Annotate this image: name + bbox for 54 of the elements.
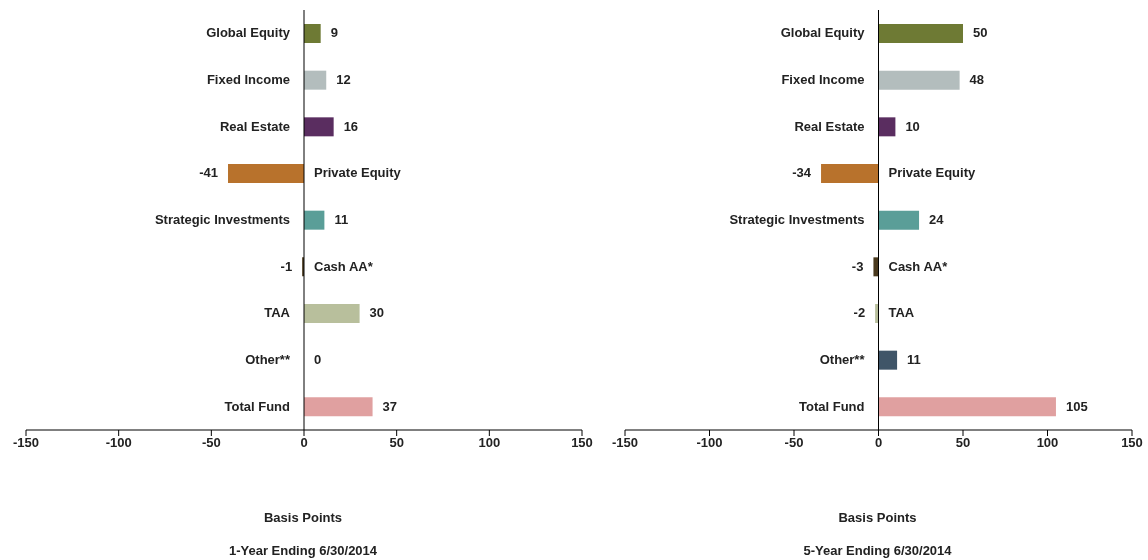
x-tick-label: 100 xyxy=(1036,435,1059,451)
y-tick-label: Real Estate xyxy=(794,118,865,134)
data-label: 16 xyxy=(343,118,359,134)
y-tick-label: Fixed Income xyxy=(781,72,865,87)
y-tick-label: Other** xyxy=(245,352,291,367)
data-label: 105 xyxy=(1065,398,1088,414)
x-axis-title: Basis Points xyxy=(837,510,918,525)
x-tick-label: 50 xyxy=(389,435,404,451)
x-tick-label: 50 xyxy=(955,435,971,451)
y-tick-label: TAA xyxy=(888,305,915,321)
y-tick-label: Strategic Investments xyxy=(729,212,865,227)
data-label: 24 xyxy=(929,212,945,227)
y-tick-label: Total Fund xyxy=(799,398,865,414)
y-tick-label: Other** xyxy=(819,352,866,367)
y-tick-label: Cash AA* xyxy=(888,258,949,274)
data-label: 50 xyxy=(973,25,988,41)
data-label: 30 xyxy=(369,305,385,321)
y-tick-label: Total Fund xyxy=(224,398,291,414)
data-label: -2 xyxy=(853,305,866,321)
data-label: -41 xyxy=(199,165,219,181)
y-tick-label: Global Equity xyxy=(780,25,866,41)
x-tick-label: 0 xyxy=(300,435,308,451)
x-tick-label: -50 xyxy=(201,435,221,451)
x-tick-label: 150 xyxy=(1121,435,1143,451)
data-label: 9 xyxy=(330,25,338,41)
text: 5-Year Ending 6/30/2014 xyxy=(802,543,953,558)
data-label: 48 xyxy=(969,72,985,87)
y-tick-label: Cash AA* xyxy=(314,258,374,274)
x-tick-label: 150 xyxy=(571,435,593,451)
y-tick-label: Global Equity xyxy=(206,25,291,41)
x-tick-label: -100 xyxy=(105,435,132,451)
x-tick-label: -150 xyxy=(611,435,639,451)
data-label: -3 xyxy=(851,258,864,274)
data-label: 10 xyxy=(905,118,920,134)
data-label: 37 xyxy=(382,398,398,414)
y-tick-label: Strategic Investments xyxy=(154,212,290,227)
y-tick-label: TAA xyxy=(264,305,291,321)
text: 1-Year Ending 6/30/2014 xyxy=(227,543,379,558)
data-label: -1 xyxy=(280,258,293,274)
data-label: 0 xyxy=(314,352,322,367)
x-axis-title: Basis Points xyxy=(263,510,343,525)
y-tick-label: Fixed Income xyxy=(206,72,290,87)
y-tick-label: Real Estate xyxy=(219,118,290,134)
data-label: 12 xyxy=(336,72,351,87)
y-tick-label: Private Equity xyxy=(314,165,402,181)
x-tick-label: 100 xyxy=(478,435,501,451)
y-tick-label: Private Equity xyxy=(888,165,976,181)
x-tick-label: -150 xyxy=(12,435,40,451)
data-label: -34 xyxy=(792,165,812,181)
data-label: 11 xyxy=(334,212,349,227)
data-label: 11 xyxy=(907,352,921,367)
x-tick-label: 0 xyxy=(874,435,883,451)
x-tick-label: -50 xyxy=(784,435,804,451)
x-tick-label: -100 xyxy=(696,435,723,451)
